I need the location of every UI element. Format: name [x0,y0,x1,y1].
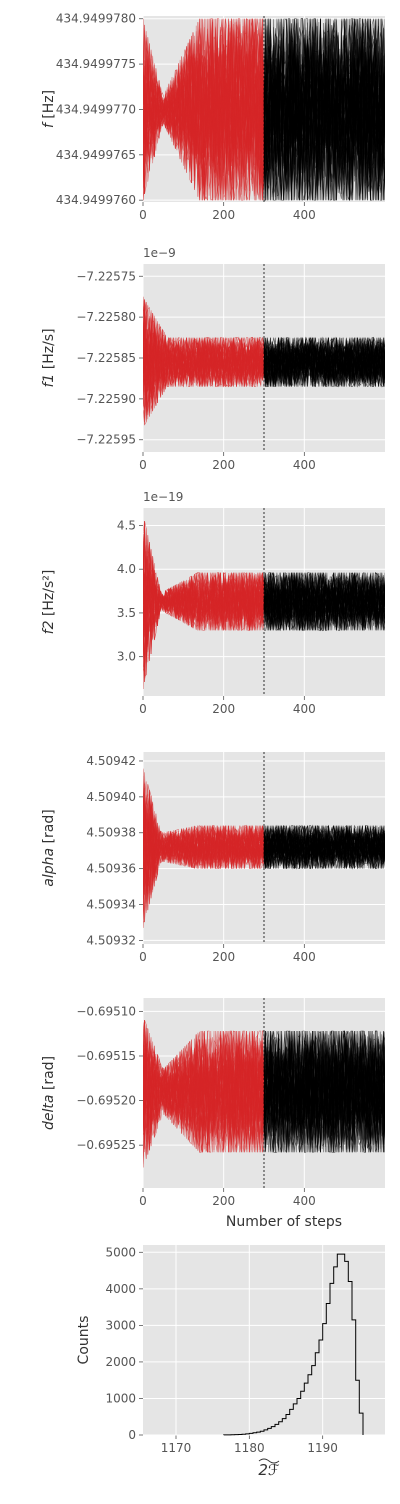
trace-panel-1: 0 200 400 −7.22575 −7.22580 −7.22585 −7.22590 −… [41,246,385,472]
tilde-mark [258,1458,280,1464]
burnin-trace [143,335,265,422]
production-trace [263,19,385,201]
y-tick-label: 4.50942 [86,754,136,768]
x-tick-label: 200 [212,458,235,472]
y-tick-label: 4.50936 [86,862,136,876]
y-tick-label: 4.50938 [86,826,136,840]
y-tick-label: −7.22575 [76,269,136,283]
production-trace [263,572,385,631]
x-axis-label: 2ℱ [258,1461,280,1479]
x-tick-label: 200 [212,950,235,964]
burnin-trace [143,312,265,386]
y-tick-label: 434.9499775 [56,57,136,71]
walker-traces [143,768,385,928]
burnin-trace [143,1030,265,1153]
y-tick-label: 4.50940 [86,790,136,804]
x-tick-label: 200 [212,208,235,222]
burnin-trace [143,18,265,196]
y-tick-label: 434.9499760 [56,193,136,207]
x-tick-label: 400 [293,458,316,472]
y-axis-label: delta [rad] [41,1056,57,1130]
y-axis-label: Counts [76,1316,92,1365]
x-tick-label: 1180 [234,1441,265,1455]
burnin-trace [143,568,265,632]
burnin-trace [143,542,265,631]
y-tick-label: 1000 [105,1391,136,1405]
production-trace [263,825,385,870]
x-tick-label: 400 [293,950,316,964]
trace-panel-2: 0 200 400 3.0 3.5 4.0 4.5 f2 [Hz/s²] 1e−19 [41,490,385,716]
y-axis-label: f2 [Hz/s²] [41,570,57,635]
burnin-trace [143,542,265,683]
y-tick-label: 3.0 [117,650,136,664]
y-tick-label: −7.22590 [76,392,136,406]
trace-panel-3: 0 200 400 4.50932 4.50934 4.50936 4.50938 4.509… [41,752,385,964]
y-tick-label: −7.22585 [76,351,136,365]
x-tick-label: 0 [139,458,147,472]
x-axis-label: Number of steps [226,1214,342,1230]
x-tick-label: 0 [139,702,147,716]
production-trace [263,825,385,869]
y-tick-label: 2000 [105,1355,136,1369]
y-tick-label: −0.69510 [76,1004,136,1018]
walker-traces [143,1019,385,1168]
y-tick-label: 3000 [105,1318,136,1332]
x-tick-label: 200 [212,702,235,716]
burnin-trace [143,768,265,891]
walker-traces [143,296,385,426]
trace-panel-4: 0 200 400 −0.69510 −0.69515 −0.69520 −0.69525 d… [41,998,385,1230]
plot-area [143,1245,385,1435]
burnin-trace [143,18,265,201]
walker-traces [143,521,385,690]
y-tick-label: 4.5 [117,518,136,532]
histogram-step-line [223,1253,364,1436]
y-tick-label: −7.22595 [76,433,136,447]
y-tick-label: 0 [128,1428,136,1442]
trace-panel-0: 0 200 400 434.9499760 434.9499765 434.9499770… [41,12,385,222]
x-tick-label: 1190 [307,1441,338,1455]
production-trace [263,337,385,387]
x-tick-label: 200 [212,1194,235,1208]
walker-traces [143,17,385,202]
y-axis-label: f1 [Hz/s] [41,328,57,387]
y-tick-label: 4.50932 [86,933,136,947]
y-tick-label: 4.0 [117,562,136,576]
y-tick-label: −7.22580 [76,310,136,324]
burnin-trace [143,825,265,928]
histogram-panel: 1170 1180 1190 0 1000 2000 3000 4000 5000 Counts 2… [76,1245,385,1479]
y-tick-label: 434.9499770 [56,102,136,116]
x-tick-label: 1170 [161,1441,192,1455]
y-tick-label: −0.69525 [76,1138,136,1152]
production-trace [263,18,385,201]
offset-text: 1e−9 [143,246,176,260]
y-tick-label: 3.5 [117,606,136,620]
production-trace [263,18,385,201]
x-tick-label: 0 [139,208,147,222]
x-tick-label: 0 [139,950,147,964]
y-tick-label: −0.69520 [76,1094,136,1108]
y-tick-label: 5000 [105,1245,136,1259]
production-trace [263,337,385,388]
y-axis-label: f [Hz] [41,90,57,128]
offset-text: 1e−19 [143,490,183,504]
x-tick-label: 400 [293,208,316,222]
x-tick-label: 0 [139,1194,147,1208]
y-tick-label: 434.9499780 [56,12,136,26]
y-tick-label: 4000 [105,1282,136,1296]
x-tick-label: 400 [293,702,316,716]
y-tick-label: 4.50934 [86,898,136,912]
production-trace [263,1030,385,1153]
y-axis-label: alpha [rad] [41,809,57,886]
y-tick-label: −0.69515 [76,1049,136,1063]
x-tick-label: 400 [293,1194,316,1208]
burnin-trace [143,556,265,655]
y-tick-label: 434.9499765 [56,148,136,162]
